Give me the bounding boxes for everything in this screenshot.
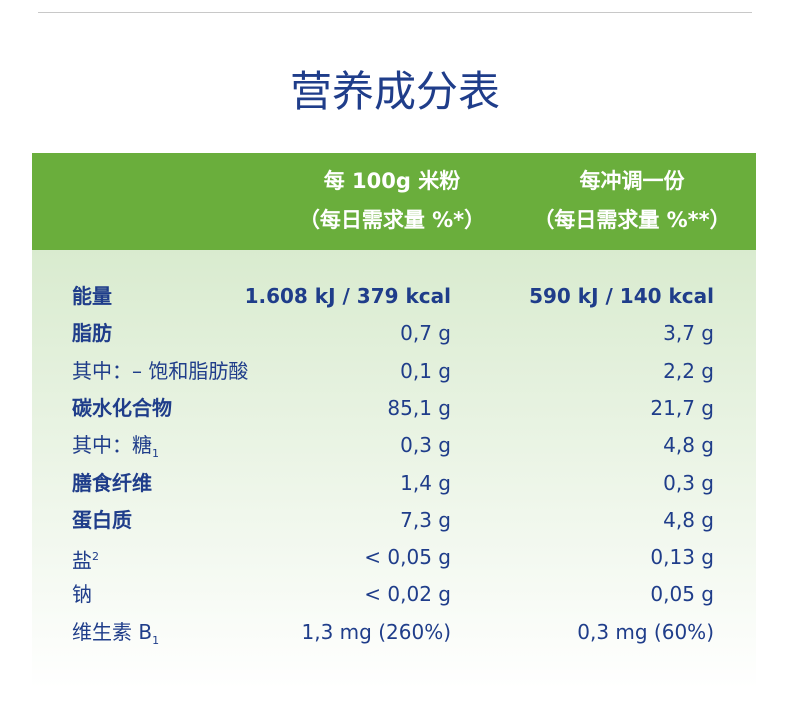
value-cell: 2,2 g [663, 358, 714, 383]
label-text: 脂肪 [72, 321, 112, 346]
table-header [32, 153, 756, 250]
row-label: 其中：糖1 [72, 431, 159, 468]
footnote-mark: 1 [152, 447, 159, 461]
column-header: 每冲调一份 [579, 169, 685, 193]
value-cell: 1,3 mg (260%) [301, 619, 451, 644]
value-cell: 0,3 g [400, 433, 451, 458]
row-label: 其中：– 饱和脂肪酸 [72, 357, 248, 385]
value-cell: 0,1 g [400, 358, 451, 383]
value-cell: 7,3 g [400, 507, 451, 532]
value-cell: 85,1 g [387, 395, 451, 420]
value-cell: 0,7 g [400, 321, 451, 346]
value-cell: 0,13 g [650, 545, 714, 570]
value-cell: 0,05 g [650, 582, 714, 607]
row-label: 蛋白质 [72, 506, 132, 534]
footnote-mark: 1 [152, 633, 160, 647]
title: 营养成分表 [289, 67, 500, 116]
label-text: 维生素 B [72, 619, 153, 644]
value-cell: 4,8 g [663, 433, 714, 458]
label-text: 蛋白质 [72, 507, 132, 532]
column-header: 每 100g 米粉 [323, 169, 461, 193]
table-body [32, 250, 756, 712]
value-cell: 0,3 g [663, 470, 714, 495]
value-cell: < 0,05 g [364, 545, 451, 570]
value-cell: 0,3 mg (60%) [577, 619, 714, 644]
divider [38, 12, 752, 13]
column-header: （每日需求量 %*） [298, 208, 486, 232]
label-text: 能量 [72, 284, 112, 308]
column-header: （每日需求量 %**） [533, 208, 731, 232]
row-label: 碳水化合物 [72, 394, 172, 422]
value-cell: 1,4 g [400, 470, 451, 495]
row-label: 脂肪 [72, 319, 112, 347]
label-text: 其中：糖 [72, 433, 152, 458]
value-cell: 21,7 g [650, 395, 714, 420]
row-label: 钠 [72, 580, 92, 608]
row-label: 盐2 [72, 543, 99, 575]
row-label: 能量 [72, 282, 112, 310]
row-label: 维生素 B1 [72, 618, 159, 655]
label-text: 碳水化合物 [72, 395, 172, 420]
value-cell: 590 kJ / 140 kcal [529, 284, 714, 308]
label-text: 膳食纤维 [72, 470, 152, 495]
value-cell: 4,8 g [663, 507, 714, 532]
value-cell: 1.608 kJ / 379 kcal [244, 284, 451, 308]
value-cell: < 0,02 g [364, 582, 451, 607]
label-text: 钠 [72, 582, 92, 607]
value-cell: 3,7 g [663, 321, 714, 346]
label-text: 盐 [72, 548, 92, 573]
footnote-mark: 2 [92, 550, 99, 564]
row-label: 膳食纤维 [72, 469, 152, 497]
label-text: 其中：– 饱和脂肪酸 [72, 358, 249, 383]
